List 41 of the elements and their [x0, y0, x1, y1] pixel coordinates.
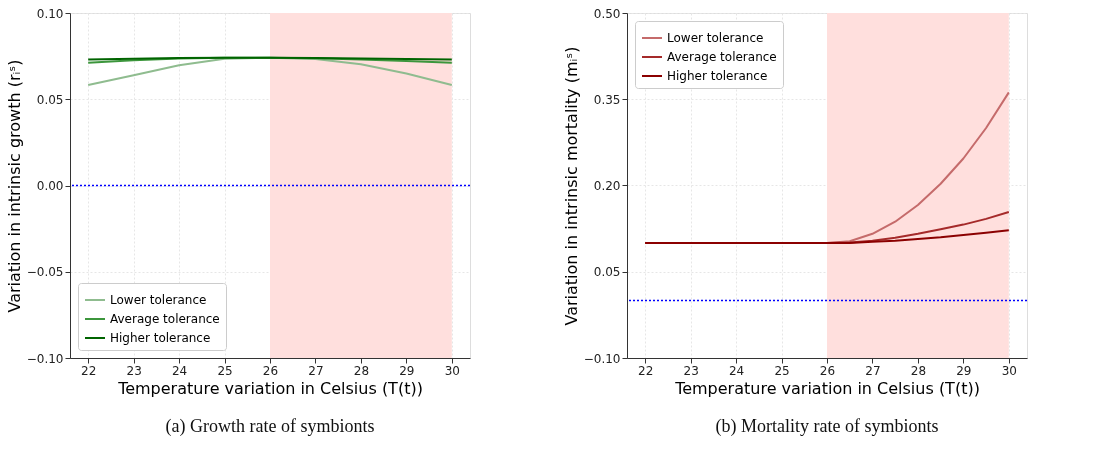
x-tick-label: 24: [171, 363, 188, 378]
y-tick-label: 0.10: [36, 6, 64, 21]
y-tick-label: 0.35: [593, 92, 621, 107]
x-tick-label: 29: [399, 363, 415, 378]
legend-label: Average tolerance: [110, 312, 220, 326]
x-tick-label: 28: [353, 363, 370, 378]
x-tick-label: 27: [308, 363, 324, 378]
x-tick-label: 25: [774, 363, 790, 378]
y-axis-title: Variation in intrinsic mortality (mᵢˢ): [561, 46, 581, 326]
x-tick-label: 26: [819, 363, 836, 378]
x-tick-label: 22: [638, 363, 654, 378]
y-tick-label: −0.10: [583, 351, 621, 366]
text: (b) Mortality rate of symbionts: [715, 416, 939, 437]
legend-label: Higher tolerance: [110, 331, 211, 345]
y-tick-label: 0.05: [36, 92, 64, 107]
x-tick-label: 23: [683, 363, 699, 378]
x-tick-label: 27: [865, 363, 881, 378]
x-axis-title: Temperature variation in Celsius (T(t)): [674, 378, 980, 398]
x-axis-title: Temperature variation in Celsius (T(t)): [117, 378, 423, 398]
text: (a) Growth rate of symbionts: [165, 416, 375, 437]
x-tick-label: 24: [728, 363, 745, 378]
x-tick-label: 29: [956, 363, 972, 378]
x-tick-label: 25: [217, 363, 233, 378]
legend-label: Average tolerance: [667, 50, 777, 64]
x-tick-label: 23: [126, 363, 142, 378]
y-tick-label: 0.00: [36, 179, 64, 193]
y-tick-label: 0.50: [593, 6, 621, 21]
line-series: [644, 229, 1010, 244]
y-tick-label: 0.05: [593, 265, 621, 280]
x-tick-label: 26: [262, 363, 279, 378]
y-tick-label: −0.05: [26, 265, 64, 280]
x-tick-label: 30: [444, 363, 460, 378]
legend-label: Lower tolerance: [110, 293, 207, 307]
x-tick-label: 28: [910, 363, 927, 378]
legend-label: Lower tolerance: [667, 31, 764, 45]
x-tick-label: 22: [81, 363, 97, 378]
y-tick-label: 0.20: [593, 179, 621, 193]
x-tick-label: 30: [1001, 363, 1017, 378]
legend-label: Higher tolerance: [667, 69, 768, 83]
y-tick-label: −0.10: [26, 351, 64, 366]
y-axis-title: Variation in intrinsic growth (rᵢˢ): [4, 59, 24, 313]
